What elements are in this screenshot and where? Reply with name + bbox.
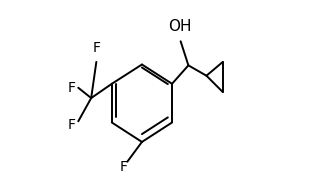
Text: F: F [92,41,100,55]
Text: F: F [120,160,128,174]
Text: OH: OH [169,19,192,34]
Text: F: F [68,81,76,95]
Text: F: F [68,118,76,132]
